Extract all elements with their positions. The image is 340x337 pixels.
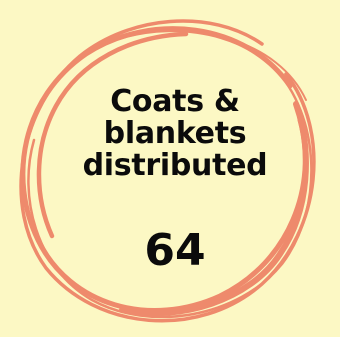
ring-stroke-4 [119,101,309,317]
stat-label-line-2: blankets [103,116,247,151]
ring-stroke-5 [36,31,189,239]
ring-stroke-1 [20,26,308,313]
ring-stroke-6 [231,39,307,101]
stat-label-line-1: Coats & [110,84,240,119]
stat-label-line-3: distributed [82,148,268,183]
ring-stroke-3 [27,29,313,319]
stat-label: Coats & blankets distributed [40,86,310,182]
stat-value: 64 [144,225,206,276]
